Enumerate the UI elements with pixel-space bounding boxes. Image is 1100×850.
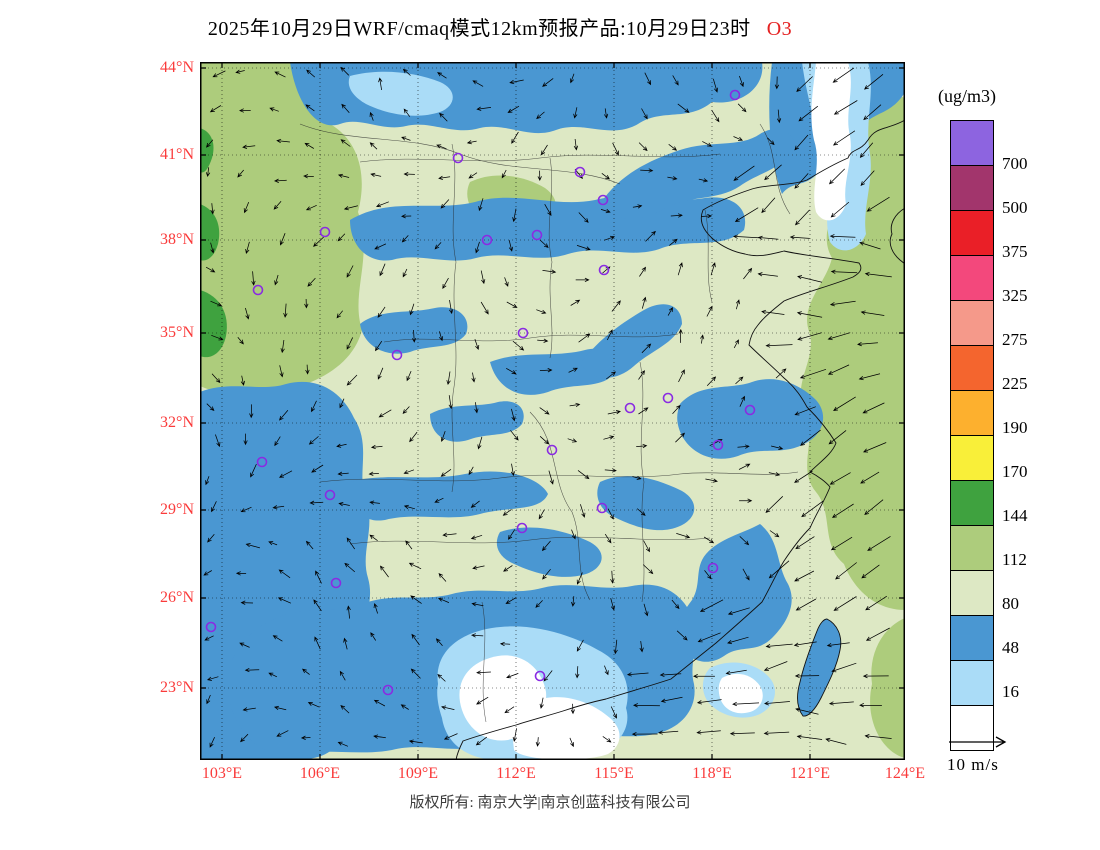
legend-swatch (951, 121, 993, 166)
legend-tick-label: 375 (1002, 242, 1028, 261)
lon-label: 115°E (594, 765, 634, 782)
legend-swatch (951, 346, 993, 391)
legend-tick-label: 16 (1002, 682, 1019, 701)
map-border (200, 62, 905, 760)
lat-label: 23°N (160, 679, 194, 696)
legend-swatch (951, 301, 993, 346)
lon-label: 118°E (692, 765, 732, 782)
legend-tick-label: 80 (1002, 594, 1019, 613)
lat-label: 38°N (160, 231, 194, 248)
concentration-field (200, 62, 905, 760)
legend-tick-label: 144 (1002, 506, 1028, 525)
city-markers (205, 89, 756, 696)
lon-label: 124°E (884, 765, 926, 782)
legend-swatch (951, 616, 993, 661)
title-main: 2025年10月29日WRF/cmaq模式12km预报产品:10月29日23时 (207, 18, 751, 40)
lon-label: 109°E (397, 765, 439, 782)
legend-swatch (951, 526, 993, 571)
legend-swatch (951, 436, 993, 481)
copyright-footer: 版权所有: 南京大学|南京创蓝科技有限公司 (409, 795, 691, 811)
page-title: 2025年10月29日WRF/cmaq模式12km预报产品:10月29日23时 O… (0, 12, 1000, 41)
axis-ticks (200, 62, 905, 760)
legend-swatch (951, 211, 993, 256)
graticule (200, 62, 905, 760)
legend-tick-label: 190 (1002, 418, 1028, 437)
coastline (455, 119, 905, 760)
legend-swatch (951, 166, 993, 211)
wind-scale-indicator: 10 m/s (947, 733, 1067, 775)
legend-swatch (951, 571, 993, 616)
lon-label: 106°E (299, 765, 341, 782)
lat-label: 29°N (160, 501, 194, 518)
legend-swatch (951, 661, 993, 706)
legend-colorbar (950, 120, 994, 751)
legend-labels: 700 500 375 325 275 225 190 170 144 112 80 48 16 (1002, 120, 1072, 760)
lon-label: 103°E (201, 765, 243, 782)
legend-tick-label: 112 (1002, 550, 1027, 569)
wind-scale-label: 10 m/s (947, 755, 999, 774)
legend-unit: (ug/m3) (938, 86, 996, 106)
wind-vectors (203, 66, 892, 748)
lon-label: 121°E (789, 765, 831, 782)
legend-tick-label: 275 (1002, 330, 1028, 349)
legend-swatch (951, 391, 993, 436)
lat-label: 44°N (160, 59, 194, 76)
legend-tick-label: 325 (1002, 286, 1028, 305)
legend-swatch (951, 706, 993, 750)
legend-tick-label: 225 (1002, 374, 1028, 393)
lat-label: 32°N (160, 414, 194, 431)
legend-swatch (951, 256, 993, 301)
legend-swatch (951, 481, 993, 526)
legend-tick-label: 170 (1002, 462, 1028, 481)
title-pollutant: O3 (766, 18, 793, 40)
map-svg (200, 62, 905, 760)
legend-tick-label: 500 (1002, 198, 1028, 217)
legend-tick-label: 48 (1002, 638, 1019, 657)
lat-label: 41°N (160, 146, 194, 163)
legend-tick-label: 700 (1002, 154, 1028, 173)
lat-label: 35°N (160, 324, 194, 341)
wind-scale-arrow-icon (949, 736, 1007, 748)
map-area (200, 62, 905, 760)
lat-label: 26°N (160, 589, 194, 606)
lon-label: 112°E (496, 765, 536, 782)
